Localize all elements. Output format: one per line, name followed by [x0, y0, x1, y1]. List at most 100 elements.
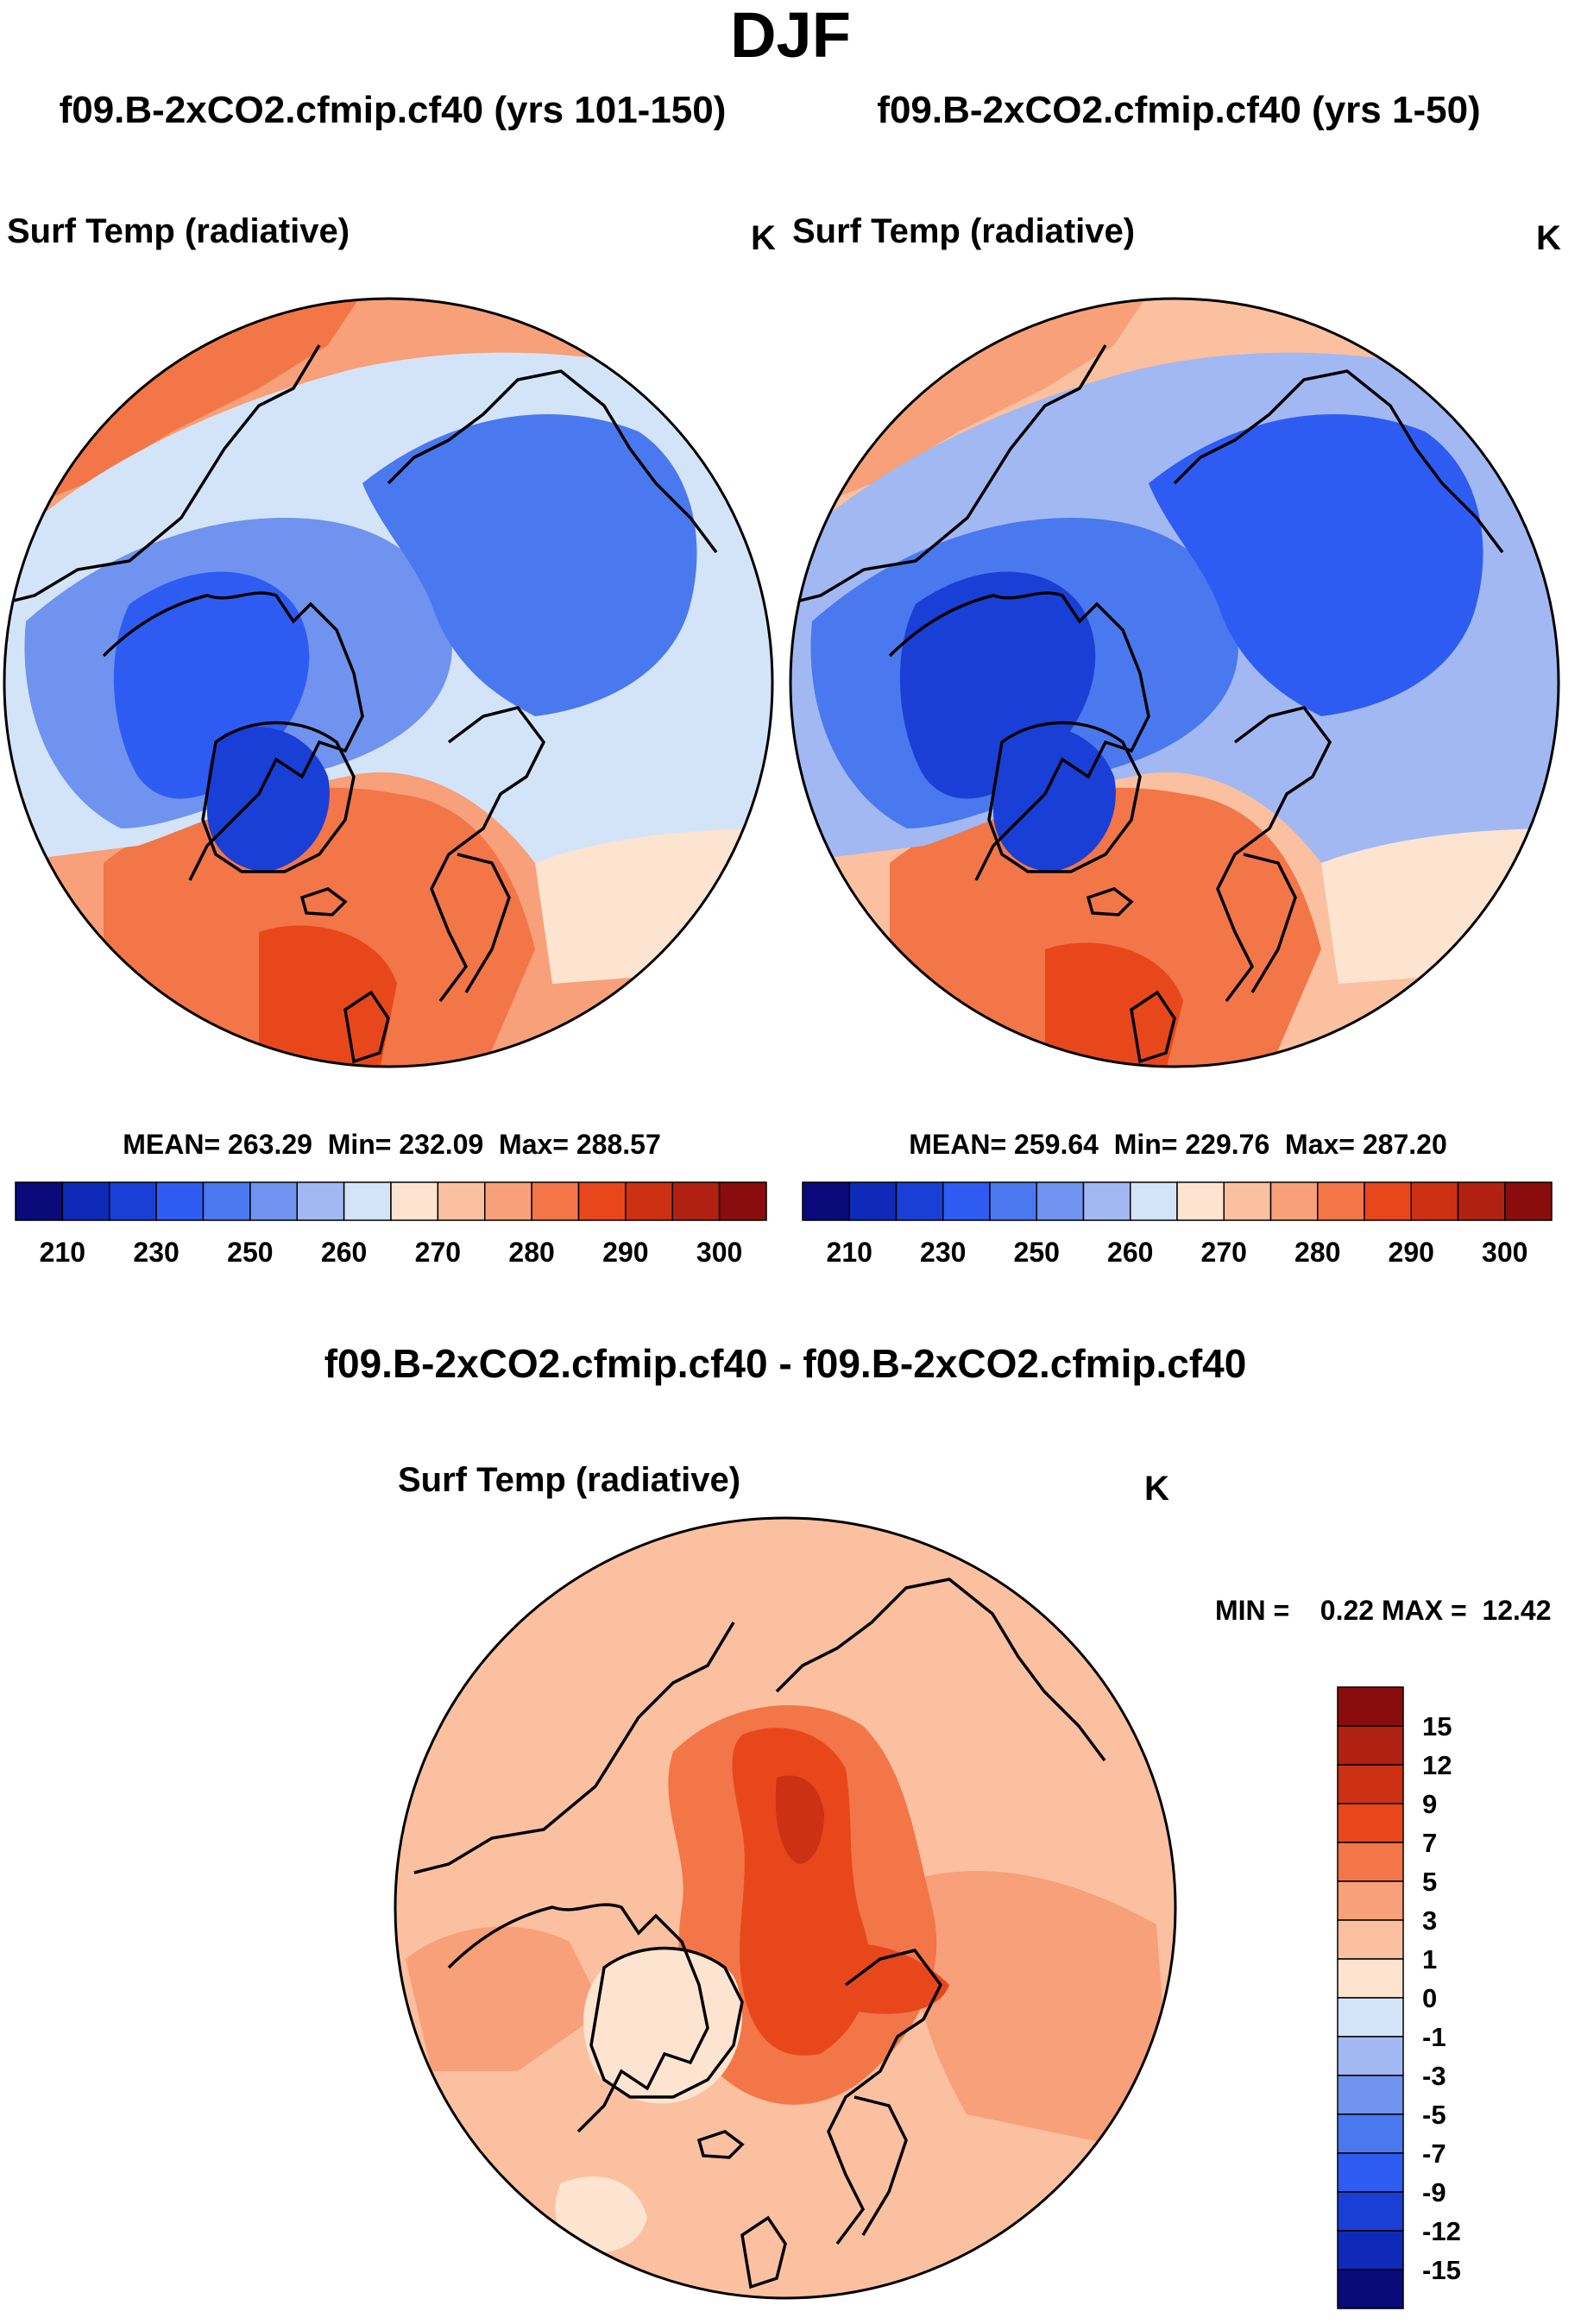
panel-2-colorbar-box [1036, 1181, 1085, 1221]
panel-3-colorbar-tick-label: -7 [1422, 2138, 1446, 2169]
panel-2-colorbar-box [1176, 1181, 1225, 1221]
panel-3-colorbar-tick-label: 7 [1422, 1828, 1437, 1858]
map3-arctic-plume [811, 1943, 949, 2014]
panel-2-variable-label: Surf Temp (radiative) [792, 212, 1136, 250]
panel-1-colorbar-box [202, 1181, 251, 1221]
map1-coast-alaska [4, 344, 321, 606]
map3-coast-alaska [413, 1622, 735, 1874]
panel-3-colorbar-box [1337, 1686, 1404, 1727]
panel-1-colorbar-box [15, 1181, 64, 1221]
map3-greenland-cool [583, 1949, 742, 2104]
panel-3-colorbar-tick-label: -15 [1422, 2255, 1461, 2285]
map3-coast-uk [740, 2215, 787, 2289]
panel-3-colorbar-tick-label: -1 [1422, 2022, 1446, 2052]
panel-2-colorbar-box [1504, 1181, 1553, 1221]
panel-3-colorbar: 15 12 9 7 5 3 1 0 -1 -3 -5 -7 -9 -12 -15 [1337, 1686, 1461, 2309]
panel-2-colorbar-box [802, 1181, 850, 1221]
map3-coast-siberia [775, 1578, 1106, 1762]
map3-coast-europe [827, 1949, 943, 2245]
panel-1-colorbar-box [577, 1181, 627, 1221]
panel-1-colorbar-box [718, 1181, 767, 1221]
panel-3-colorbar-tick-label: 1 [1422, 1944, 1437, 1974]
panel-1-units-label: K [751, 219, 776, 257]
panel-3-colorbar-box [1337, 2269, 1404, 2309]
map1-greenland-cold [207, 727, 330, 872]
panel-1-colorbar-box [390, 1181, 439, 1221]
panel-3-colorbar-box [1337, 2113, 1404, 2154]
panel-1-colorbar: 210 230 250 260 270 280 290 300 [15, 1181, 767, 1268]
map2-atlantic-warm [890, 787, 1321, 1067]
map2-coast-siberia [1173, 369, 1504, 554]
panel-2-stats: MEAN= 259.64 Min= 229.76 Max= 287.20 [909, 1129, 1447, 1160]
panel-1-title: f09.B-2xCO2.cfmip.cf40 (yrs 101-150) [59, 89, 727, 131]
panel-3-colorbar-box [1337, 1958, 1404, 1999]
map3-south-pale [555, 2176, 647, 2252]
panel-2-colorbar-tick-label: 230 [920, 1237, 966, 1268]
panel-3-colorbar-box [1337, 1803, 1404, 1843]
map1-atlantic-hot [259, 925, 397, 1067]
panel-3-colorbar-box [1337, 2075, 1404, 2115]
panel-2-colorbar-tick-label: 280 [1294, 1237, 1340, 1268]
panel-3-map [395, 1518, 1175, 2298]
panel-1-colorbar-box [343, 1181, 392, 1221]
panel-1-colorbar-box [155, 1181, 205, 1221]
panel-3-colorbar-box [1337, 1764, 1404, 1804]
panel-3-colorbar-box [1337, 1842, 1404, 1882]
panel-3-units-label: K [1144, 1470, 1169, 1508]
panel-1-map [4, 299, 772, 1067]
panel-1-colorbar-tick-label: 300 [696, 1237, 742, 1268]
map1-coast-greenland [201, 721, 356, 873]
map1-siberia-blue [362, 414, 697, 716]
panel-3-colorbar-box [1337, 1880, 1404, 1921]
panel-1-colorbar-tick-label: 230 [133, 1237, 179, 1268]
panel-1-colorbar-box [296, 1181, 345, 1221]
panel-3-colorbar-tick-label: 5 [1422, 1867, 1437, 1897]
panel-3-colorbar-tick-label: -12 [1422, 2216, 1461, 2246]
map2-atlantic-hot [1045, 942, 1183, 1067]
map1-coast-uk [343, 990, 390, 1064]
panel-1-colorbar-box [249, 1181, 298, 1221]
panel-1-colorbar-tick-label: 260 [321, 1237, 367, 1268]
map1-coastlines [4, 344, 718, 1064]
map3-coast-canada [447, 1903, 709, 2133]
map2-greenland-cold [993, 727, 1116, 872]
panel-3-colorbar-tick-label: -9 [1422, 2177, 1446, 2207]
map2-coast-europe [1216, 706, 1332, 1003]
map3-coastlines [413, 1578, 1106, 2289]
panel-2-colorbar-box [1082, 1181, 1131, 1221]
panel-3-colorbar-tick-label: 15 [1422, 1711, 1452, 1741]
panel-1-colorbar-box [61, 1181, 110, 1221]
map2-coast-uk [1130, 990, 1176, 1064]
map3-coast-greenland [589, 1946, 744, 2099]
panel-2-colorbar-box [1223, 1181, 1272, 1221]
panel-1-colorbar-box [671, 1181, 721, 1221]
panel-2-map-border [789, 297, 1560, 1068]
panel-3-variable-label: Surf Temp (radiative) [398, 1461, 741, 1499]
panel-3-title: f09.B-2xCO2.cfmip.cf40 - f09.B-2xCO2.cfm… [324, 1341, 1247, 1386]
map3-coast-iceland [696, 2130, 745, 2159]
map2-coast-iceland [1086, 887, 1134, 916]
panel-2-title: f09.B-2xCO2.cfmip.cf40 (yrs 1-50) [877, 89, 1481, 131]
panel-3-colorbar-box [1337, 2036, 1404, 2076]
map1-coast-iceland [299, 887, 348, 916]
panel-3-colorbar-box [1337, 2230, 1404, 2270]
panel-1-variable-label: Surf Temp (radiative) [7, 212, 350, 250]
panel-3-colorbar-box [1337, 2191, 1404, 2232]
panel-2-colorbar: 210 230 250 260 270 280 290 300 [802, 1181, 1553, 1268]
panel-1-colorbar-tick-label: 270 [415, 1237, 461, 1268]
map3-coast-scandinavia [853, 2095, 908, 2236]
panel-2-colorbar-box [848, 1181, 898, 1221]
panel-1-colorbar-tick-label: 290 [602, 1237, 648, 1268]
panel-3-colorbar-tick-label: 12 [1422, 1750, 1452, 1780]
panel-2-colorbar-tick-label: 270 [1201, 1237, 1247, 1268]
panel-3-colorbar-tick-label: 9 [1422, 1789, 1437, 1819]
panel-3-colorbar-tick-label: 3 [1422, 1905, 1437, 1936]
map2-coast-greenland [987, 721, 1142, 873]
panel-2-colorbar-tick-label: 300 [1482, 1237, 1527, 1268]
map2-coast-scandinavia [1243, 853, 1297, 993]
panel-2-colorbar-box [895, 1181, 944, 1221]
panel-1-colorbar-tick-label: 250 [227, 1237, 273, 1268]
panel-2-colorbar-box [1364, 1181, 1412, 1221]
panel-2-colorbar-box [1130, 1181, 1178, 1221]
